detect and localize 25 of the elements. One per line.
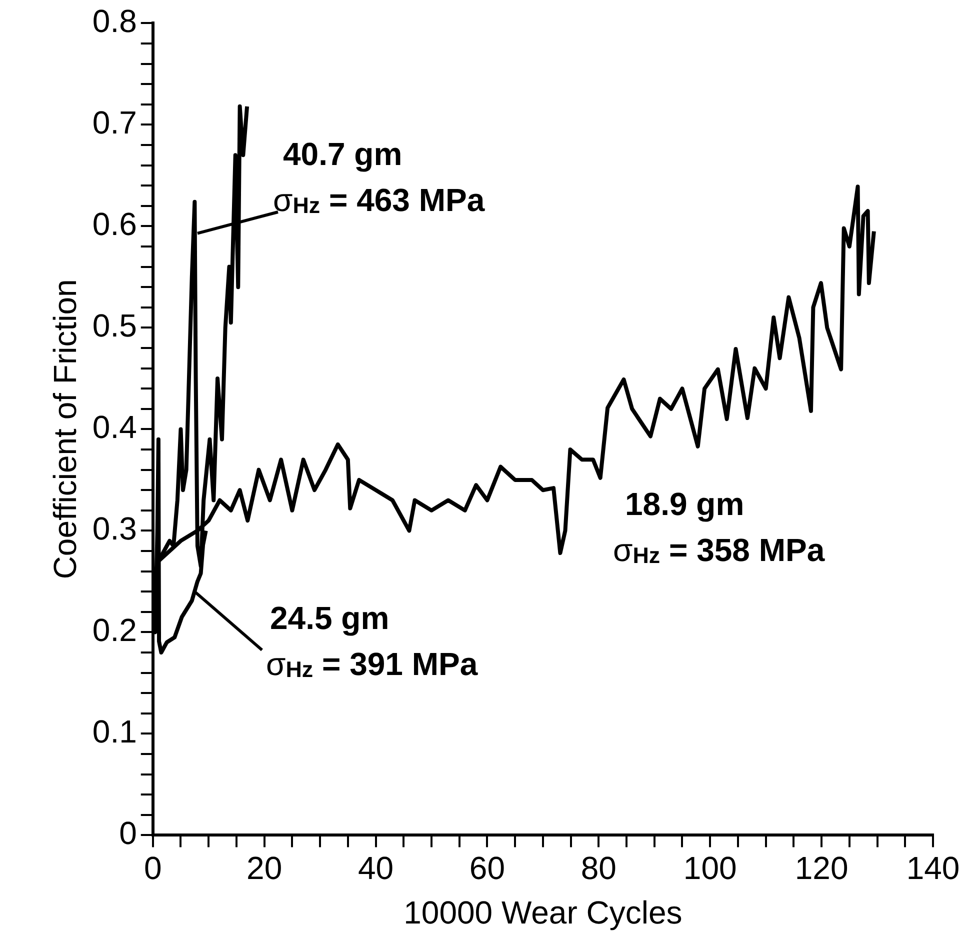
x-tick-label: 140 (906, 850, 960, 886)
x-tick-label: 20 (246, 850, 282, 886)
annotation: σHz = 391 MPa (266, 646, 478, 682)
annotation: σHz = 358 MPa (613, 532, 825, 568)
y-tick-label: 0.2 (92, 612, 137, 648)
annotation: σHz = 463 MPa (273, 182, 485, 218)
y-tick-label: 0.1 (92, 714, 137, 750)
annotation: 40.7 gm (283, 136, 402, 172)
y-axis-title: Coefficient of Friction (47, 279, 84, 580)
y-tick-label: 0.8 (92, 3, 137, 40)
x-tick-label: 80 (580, 850, 616, 886)
x-tick-label: 120 (794, 850, 848, 886)
y-tick-label: 0.5 (92, 308, 137, 344)
x-tick-label: 0 (144, 850, 162, 886)
y-tick-label: 0.3 (92, 510, 137, 547)
x-tick-label: 60 (469, 850, 506, 886)
x-axis-title: 10000 Wear Cycles (404, 894, 682, 931)
y-tick-label: 0.7 (92, 104, 137, 141)
annotation: 18.9 gm (625, 486, 744, 522)
y-tick-label: 0.4 (92, 409, 137, 446)
y-tick-label: 0 (119, 815, 137, 852)
annotation: 24.5 gm (270, 600, 390, 636)
x-tick-label: 40 (358, 850, 394, 886)
y-tick-label: 0.6 (92, 206, 137, 242)
x-tick-label: 100 (683, 850, 737, 886)
